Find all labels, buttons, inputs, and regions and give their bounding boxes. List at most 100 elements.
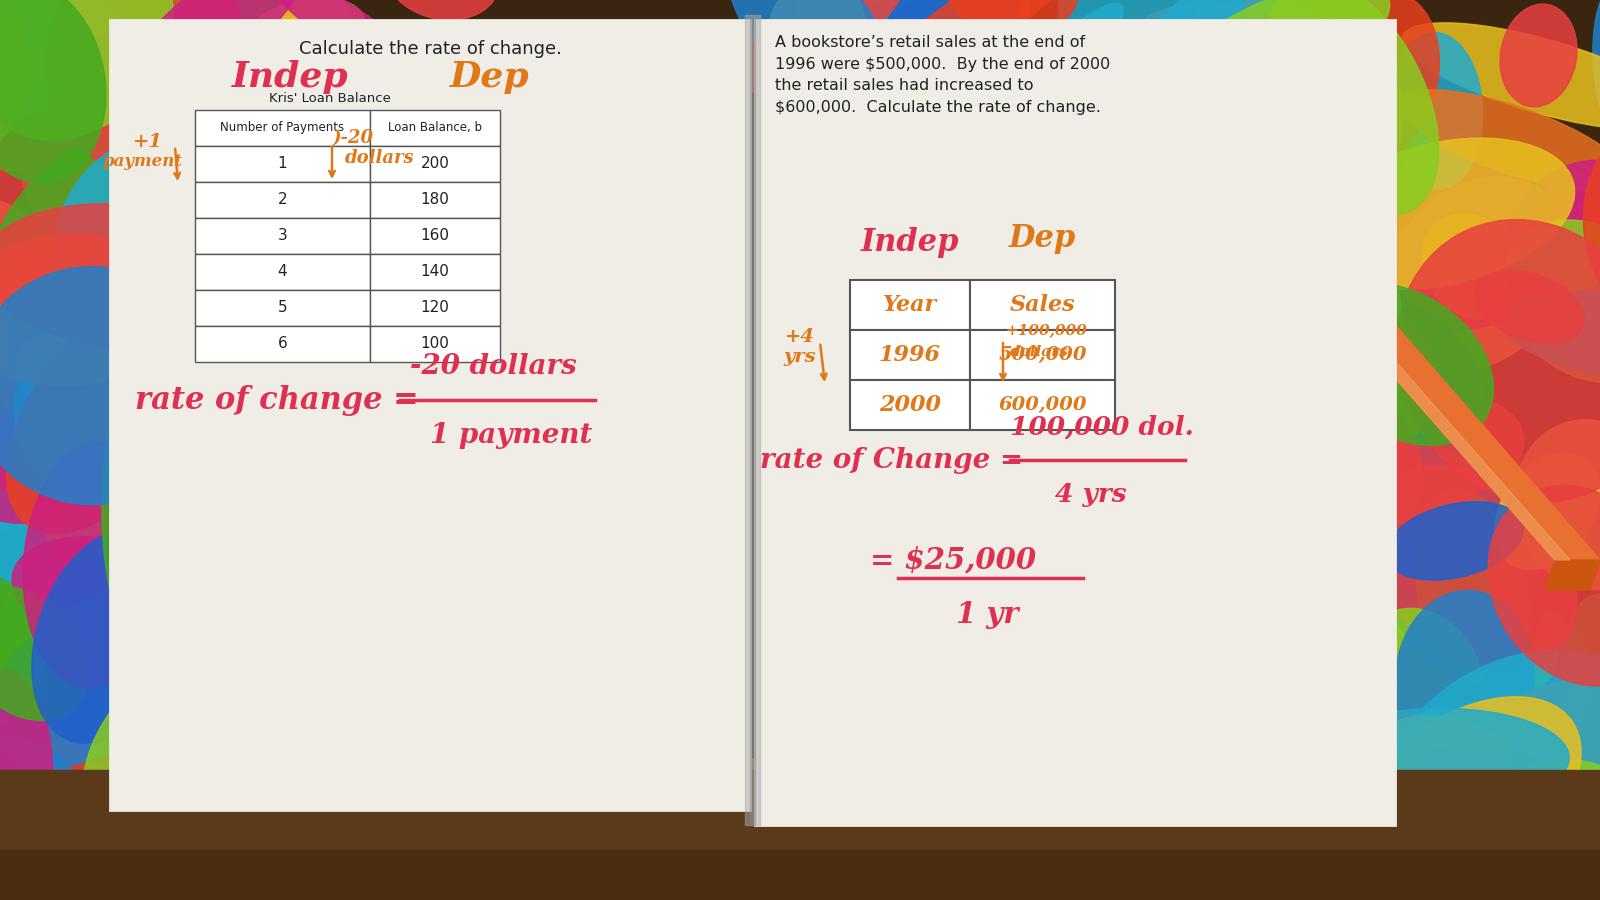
Ellipse shape xyxy=(842,26,962,123)
Ellipse shape xyxy=(32,529,182,743)
Text: 600,000: 600,000 xyxy=(998,396,1086,414)
Ellipse shape xyxy=(1381,716,1514,787)
Ellipse shape xyxy=(0,246,157,493)
Ellipse shape xyxy=(1422,214,1522,319)
Ellipse shape xyxy=(106,591,251,806)
Ellipse shape xyxy=(179,444,315,547)
Ellipse shape xyxy=(1488,485,1600,686)
Ellipse shape xyxy=(0,0,30,158)
Ellipse shape xyxy=(0,203,261,344)
Ellipse shape xyxy=(58,113,235,299)
Bar xyxy=(970,280,1115,330)
Ellipse shape xyxy=(192,68,315,222)
Text: 2000: 2000 xyxy=(878,394,941,416)
Text: dollars: dollars xyxy=(1010,345,1069,359)
Bar xyxy=(195,182,370,218)
Ellipse shape xyxy=(1302,0,1440,171)
Ellipse shape xyxy=(1414,490,1531,685)
Text: Dep: Dep xyxy=(1010,222,1077,254)
Ellipse shape xyxy=(1106,709,1218,815)
Ellipse shape xyxy=(147,540,366,796)
Ellipse shape xyxy=(1365,412,1542,681)
Ellipse shape xyxy=(1267,289,1485,459)
Ellipse shape xyxy=(386,0,499,20)
Ellipse shape xyxy=(152,364,338,627)
Bar xyxy=(970,330,1115,380)
Text: rate of change =: rate of change = xyxy=(134,384,429,416)
Ellipse shape xyxy=(0,439,54,535)
Polygon shape xyxy=(1085,25,1570,560)
Bar xyxy=(750,15,755,825)
Text: Sales: Sales xyxy=(1010,294,1075,316)
Ellipse shape xyxy=(0,776,152,900)
Ellipse shape xyxy=(1008,0,1078,27)
Ellipse shape xyxy=(421,814,650,900)
Ellipse shape xyxy=(136,207,371,448)
Text: 1 yr: 1 yr xyxy=(957,600,1019,629)
Ellipse shape xyxy=(0,110,210,383)
Ellipse shape xyxy=(1123,141,1352,358)
Ellipse shape xyxy=(1563,594,1600,760)
Ellipse shape xyxy=(1104,70,1344,148)
Ellipse shape xyxy=(1267,0,1438,215)
Ellipse shape xyxy=(1219,292,1326,462)
Ellipse shape xyxy=(179,526,283,766)
Ellipse shape xyxy=(1403,22,1600,130)
Ellipse shape xyxy=(1578,155,1600,339)
Ellipse shape xyxy=(0,734,110,900)
Bar xyxy=(370,182,499,218)
Ellipse shape xyxy=(155,140,254,272)
Text: 120: 120 xyxy=(421,301,450,316)
Bar xyxy=(370,290,499,326)
Ellipse shape xyxy=(674,802,923,900)
Text: )-20: )-20 xyxy=(333,129,374,147)
Text: 1: 1 xyxy=(278,157,288,172)
Text: 100: 100 xyxy=(421,337,450,352)
Ellipse shape xyxy=(14,310,237,519)
Text: Loan Balance, b: Loan Balance, b xyxy=(387,122,482,134)
Text: 160: 160 xyxy=(421,229,450,244)
Bar xyxy=(850,380,970,430)
Ellipse shape xyxy=(1302,708,1570,812)
Text: +1: +1 xyxy=(133,133,163,151)
Ellipse shape xyxy=(0,235,182,423)
Ellipse shape xyxy=(1386,501,1523,580)
Ellipse shape xyxy=(141,0,282,139)
Ellipse shape xyxy=(3,0,261,158)
Text: 6: 6 xyxy=(278,337,288,352)
Ellipse shape xyxy=(1464,759,1600,900)
Ellipse shape xyxy=(416,780,610,857)
Ellipse shape xyxy=(1006,69,1251,324)
Ellipse shape xyxy=(1058,783,1158,863)
Ellipse shape xyxy=(1426,604,1592,769)
Text: dollars: dollars xyxy=(346,149,414,167)
Ellipse shape xyxy=(642,775,733,873)
Text: +4: +4 xyxy=(786,328,814,346)
Ellipse shape xyxy=(123,804,205,900)
Ellipse shape xyxy=(0,426,142,625)
Text: Kris' Loan Balance: Kris' Loan Balance xyxy=(269,92,390,105)
Ellipse shape xyxy=(1011,670,1282,900)
Text: Indep: Indep xyxy=(232,60,349,94)
Ellipse shape xyxy=(272,0,405,66)
Ellipse shape xyxy=(1510,760,1600,879)
Ellipse shape xyxy=(603,745,734,900)
Ellipse shape xyxy=(1285,120,1557,330)
Ellipse shape xyxy=(482,798,619,900)
Bar xyxy=(746,15,760,825)
Ellipse shape xyxy=(107,249,235,410)
Text: 140: 140 xyxy=(421,265,450,280)
Ellipse shape xyxy=(213,316,371,554)
Ellipse shape xyxy=(235,97,344,204)
Ellipse shape xyxy=(1584,100,1600,346)
Ellipse shape xyxy=(264,806,389,900)
Text: Dep: Dep xyxy=(450,60,530,94)
Ellipse shape xyxy=(424,789,680,900)
Ellipse shape xyxy=(467,758,582,900)
Text: 1 payment: 1 payment xyxy=(430,422,592,449)
Ellipse shape xyxy=(1389,650,1600,850)
Ellipse shape xyxy=(1040,301,1258,555)
Ellipse shape xyxy=(842,0,1038,78)
Polygon shape xyxy=(1080,20,1600,560)
Ellipse shape xyxy=(120,517,250,638)
